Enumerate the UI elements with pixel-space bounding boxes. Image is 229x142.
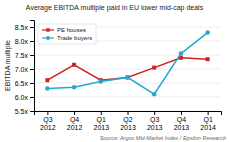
y-axis-label: EBITDA multiple <box>4 40 12 91</box>
point <box>72 85 77 90</box>
tick-label: Q12014 <box>200 116 216 131</box>
title: Average EBITDA multiple paid in EU lower… <box>26 4 204 12</box>
marks <box>45 30 210 96</box>
tick-mark <box>30 97 34 98</box>
tick-mark <box>30 55 34 56</box>
tick-mark <box>30 83 34 84</box>
tick-mark <box>30 69 34 70</box>
tick-label-line: 2012 <box>67 124 83 131</box>
legend-item: Trade buyers <box>42 35 92 41</box>
tick-label: Q32012 <box>40 116 56 131</box>
tick-mark <box>154 111 155 115</box>
tick: Q32012 <box>40 111 56 131</box>
point <box>126 75 130 79</box>
tick: Q12014 <box>200 111 216 131</box>
tick: 6.5x <box>15 80 34 87</box>
point <box>72 63 76 67</box>
point <box>152 92 157 97</box>
annotation: Source: Argos Mid-Market Index / Epsilon… <box>100 135 226 141</box>
tick-mark <box>74 111 75 115</box>
y-axis: 5.5x 6.0x 6.5x 7.0x 7.5x 8.0x 8.5x <box>15 21 35 115</box>
legend-marker <box>46 28 49 31</box>
tick-label: 8.5x <box>15 24 29 31</box>
x-axis: Q32012 Q42012 Q12013 Q22013 Q32013 Q42013 Q120… <box>35 111 222 131</box>
tick-mark <box>208 111 209 115</box>
tick-mark <box>128 111 129 115</box>
tick: Q42013 <box>174 111 190 131</box>
tick: Q22013 <box>120 111 136 131</box>
tick-label: 5.5x <box>15 108 29 115</box>
tick: Q42012 <box>67 111 83 131</box>
tick-label-line: 2013 <box>93 124 109 131</box>
legend: PE houses Trade buyers <box>38 24 96 44</box>
tick-label: 7.5x <box>15 52 29 59</box>
legend-marker <box>46 36 50 40</box>
tick-label: 7.0x <box>15 66 29 73</box>
tick: 6.0x <box>15 94 34 101</box>
series-line <box>47 58 207 80</box>
tick: 7.5x <box>15 52 34 59</box>
tick-label-line: 2013 <box>120 124 136 131</box>
tick-label-line: 2012 <box>40 124 56 131</box>
tick-label: Q42012 <box>67 116 83 131</box>
plot: 5.5x 6.0x 6.5x 7.0x 7.5x 8.0x 8.5x Q32012 Q42012… <box>15 21 222 131</box>
point <box>45 78 49 82</box>
tick: Q32013 <box>147 111 163 131</box>
tick-mark <box>30 41 34 42</box>
tick: 7.0x <box>15 66 34 73</box>
grid <box>34 27 221 111</box>
tick: Q12013 <box>93 111 109 131</box>
axis-line <box>35 112 222 116</box>
tick-label: 8.0x <box>15 38 29 45</box>
tick-label: Q32013 <box>147 116 163 131</box>
axis-line <box>30 21 35 112</box>
point <box>99 79 104 84</box>
point <box>152 66 156 70</box>
tick-mark <box>30 27 34 28</box>
grid-line <box>34 83 221 84</box>
point <box>45 86 50 91</box>
tick: 5.5x <box>15 108 34 115</box>
tick-mark <box>47 111 48 115</box>
tick-label: 6.5x <box>15 80 29 87</box>
tick-label-line: 2013 <box>147 124 163 131</box>
point <box>206 57 210 61</box>
tick: 8.0x <box>15 38 34 45</box>
tick-label: Q42013 <box>174 116 190 131</box>
tick-mark <box>181 111 182 115</box>
grid-line <box>34 55 221 56</box>
tick-label-line: 2014 <box>200 124 216 131</box>
point <box>125 75 130 80</box>
tick-label: Q22013 <box>120 116 136 131</box>
legend-label: Trade buyers <box>57 35 92 41</box>
point <box>205 30 210 35</box>
grid-line <box>34 69 221 70</box>
legend-label: PE houses <box>57 27 86 33</box>
point <box>179 51 184 56</box>
chart: Average EBITDA multiple paid in EU lower… <box>0 0 229 142</box>
tick-label: Q12013 <box>93 116 109 131</box>
tick-mark <box>30 111 34 112</box>
grid-line <box>34 97 221 98</box>
tick: 8.5x <box>15 24 34 31</box>
tick-label-line: 2013 <box>174 124 190 131</box>
legend-item: PE houses <box>42 27 86 33</box>
tick-mark <box>101 111 102 115</box>
tick-label: 6.0x <box>15 94 29 101</box>
legend-box <box>38 24 96 44</box>
